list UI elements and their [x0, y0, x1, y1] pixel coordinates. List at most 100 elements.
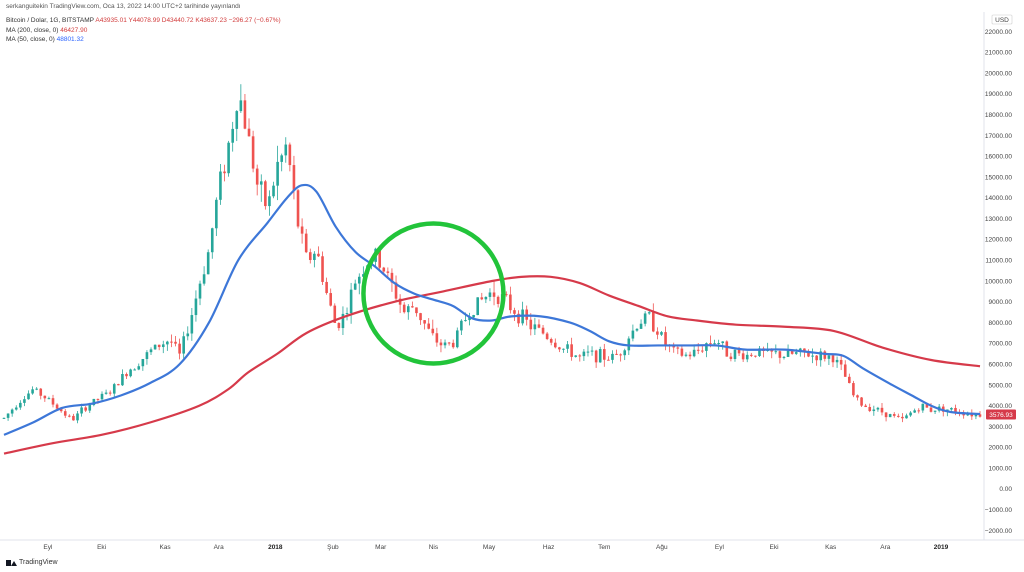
ma200-value: 46427.90: [60, 26, 88, 34]
candle-body: [80, 407, 83, 414]
time-tick-label: Eyl: [715, 544, 725, 551]
currency-badge[interactable]: [991, 14, 1013, 25]
candle-body: [488, 292, 492, 297]
candle-body: [905, 415, 908, 419]
candle-body: [460, 320, 463, 331]
candle-body: [108, 392, 112, 394]
candle-body: [345, 313, 349, 315]
candle-body: [729, 356, 733, 359]
price-tick-label: 22000.00: [985, 29, 1012, 36]
brand-label: TradingView: [19, 559, 58, 566]
candle-body: [717, 343, 720, 345]
candle-body: [280, 155, 283, 162]
candle-body: [194, 298, 198, 316]
candle-body: [51, 398, 55, 405]
candle-body: [472, 315, 475, 318]
candle-body: [950, 407, 953, 410]
candle-body: [741, 353, 745, 360]
candle-body: [43, 395, 47, 399]
candle-body: [411, 306, 414, 308]
candle-body: [47, 398, 51, 400]
candle-body: [341, 313, 345, 329]
price-tick-label: 16000.00: [985, 154, 1012, 161]
price-tick-label: −2000.00: [985, 528, 1013, 535]
candle-body: [157, 344, 161, 348]
candle-body: [647, 312, 651, 314]
candle-body: [635, 328, 639, 331]
ma50-value: 48801.32: [56, 36, 84, 43]
candle-body: [161, 344, 165, 348]
time-tick-label: Ağu: [656, 544, 668, 551]
symbol-label[interactable]: Bitcoin / Dolar, 1G, BITSTAMP: [6, 17, 94, 24]
legend-ma200-row[interactable]: MA (200, close, 0) 46427.90: [6, 26, 281, 36]
candle-body: [664, 332, 667, 345]
candle-body: [227, 142, 230, 174]
candle-body: [480, 297, 484, 300]
candle-body: [737, 349, 741, 354]
candle-body: [182, 336, 185, 354]
candle-body: [133, 369, 136, 371]
candle-body: [639, 323, 643, 329]
candle-body: [76, 413, 79, 421]
time-tick-label: Tem: [598, 544, 610, 551]
candle-body: [725, 341, 729, 357]
highlight-circle: [361, 221, 506, 366]
price-tick-label: 0.00: [999, 486, 1012, 493]
candle-body: [880, 407, 884, 413]
candle-body: [897, 415, 900, 417]
time-tick-label: 2019: [934, 544, 949, 551]
candle-body: [733, 349, 737, 359]
candle-body: [19, 402, 22, 408]
published-note: serkanguitekin TradingView.com, Oca 13, …: [6, 3, 241, 10]
candle-body: [778, 351, 782, 358]
candle-body: [63, 411, 67, 416]
candle-body: [451, 342, 455, 348]
candle-body: [901, 416, 904, 419]
candle-body: [247, 128, 251, 137]
ma50-line: [3, 183, 981, 436]
time-axis[interactable]: Eyl Eki Kas Ara 2018 Şub Mar Nis May Haz Tem Ağu Eyl…: [43, 544, 948, 551]
candle-body: [594, 350, 598, 363]
candle-body: [390, 272, 394, 283]
candle-body: [415, 307, 418, 314]
candle-body: [402, 304, 406, 313]
candle-body: [705, 343, 708, 351]
candle-body: [6, 413, 10, 418]
candle-body: [268, 196, 271, 207]
candle-body: [296, 190, 300, 227]
candle-body: [676, 347, 680, 349]
candle-body: [353, 283, 357, 290]
candle-body: [178, 343, 181, 354]
candle-body: [954, 407, 957, 413]
candle-body: [496, 296, 500, 304]
candle-body: [827, 355, 831, 359]
candle-body: [688, 354, 692, 357]
time-tick-label: Nis: [429, 544, 439, 551]
price-axis[interactable]: 22000.00 21000.00 20000.00 19000.00 18000.00…: [985, 29, 1013, 535]
candle-body: [153, 344, 157, 350]
candle-body: [125, 374, 128, 377]
price-tick-label: 8000.00: [989, 320, 1013, 327]
candle-body: [517, 313, 520, 324]
tradingview-footer[interactable]: TradingView: [6, 559, 58, 566]
candle-body: [443, 342, 447, 346]
ma200-line: [3, 275, 981, 455]
price-tick-label: 6000.00: [989, 361, 1013, 368]
candle-body: [14, 407, 18, 410]
price-tick-label: 4000.00: [989, 403, 1013, 410]
candle-body: [431, 328, 435, 334]
candle-body: [933, 410, 937, 412]
candle-body: [598, 349, 602, 363]
legend-ma50-row[interactable]: MA (50, close, 0) 48801.32: [6, 35, 281, 45]
candle-body: [206, 252, 210, 275]
candle-body: [231, 128, 234, 143]
candle-body: [321, 256, 324, 282]
candle-body: [166, 341, 169, 345]
candle-body: [619, 354, 622, 356]
candle-body: [439, 342, 443, 346]
candle-body: [219, 171, 222, 200]
price-tick-label: 21000.00: [985, 50, 1012, 57]
tradingview-logo-icon: [6, 559, 17, 566]
candle-body: [533, 324, 537, 330]
